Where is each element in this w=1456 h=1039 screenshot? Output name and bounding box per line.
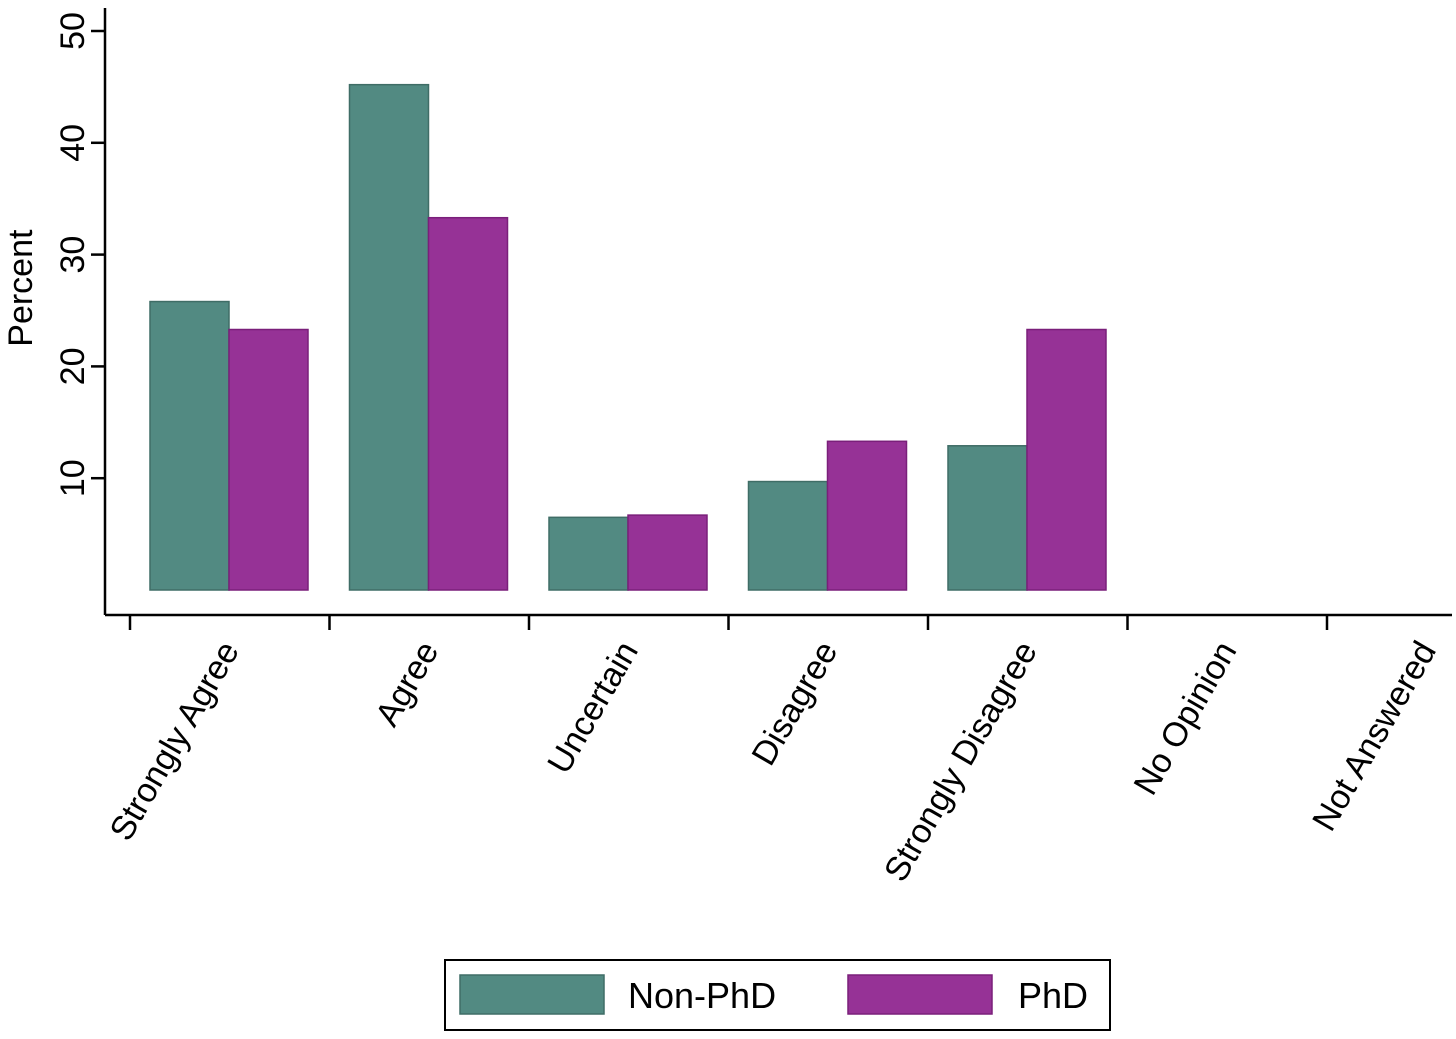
bar-non-phd-uncertain xyxy=(548,516,629,591)
x-tick-label: Not Answered xyxy=(1305,635,1444,837)
bar-phd-strongly-disagree xyxy=(1026,328,1107,591)
bar-non-phd-agree xyxy=(348,83,430,591)
legend-label-phd: PhD xyxy=(1018,975,1088,1016)
bar-non-phd-strongly-disagree xyxy=(947,445,1028,591)
bars-group xyxy=(149,83,1107,591)
x-tick-label: No Opinion xyxy=(1126,635,1244,801)
y-tick-label: 20 xyxy=(54,347,92,385)
x-tick-label: Uncertain xyxy=(540,635,646,780)
bar-phd-disagree xyxy=(826,440,908,591)
legend-label-non-phd: Non-PhD xyxy=(628,975,776,1016)
x-tick-label: Strongly Agree xyxy=(103,635,247,847)
bar-phd-agree xyxy=(427,216,509,591)
x-tick-label: Strongly Disagree xyxy=(877,635,1045,888)
legend-swatch-phd xyxy=(847,974,993,1015)
y-tick-label: 10 xyxy=(54,459,92,497)
y-axis-title: Percent xyxy=(2,229,40,347)
bar-phd-strongly-agree xyxy=(228,328,309,591)
y-ticks-group: 10 20 30 40 50 xyxy=(54,12,105,497)
x-tick-label: Disagree xyxy=(744,635,845,772)
legend-swatch-non-phd xyxy=(459,974,605,1015)
bar-non-phd-strongly-agree xyxy=(149,300,230,591)
bar-phd-uncertain xyxy=(627,514,708,591)
y-tick-label: 50 xyxy=(54,12,92,50)
y-tick-label: 30 xyxy=(54,236,92,274)
x-tick-label: Agree xyxy=(368,635,446,733)
bar-non-phd-disagree xyxy=(747,480,829,591)
legend: Non-PhD PhD xyxy=(444,959,1111,1031)
y-tick-label: 40 xyxy=(54,124,92,162)
x-ticks-group: Strongly Agree Agree Uncertain Disagree Stro… xyxy=(103,615,1444,888)
